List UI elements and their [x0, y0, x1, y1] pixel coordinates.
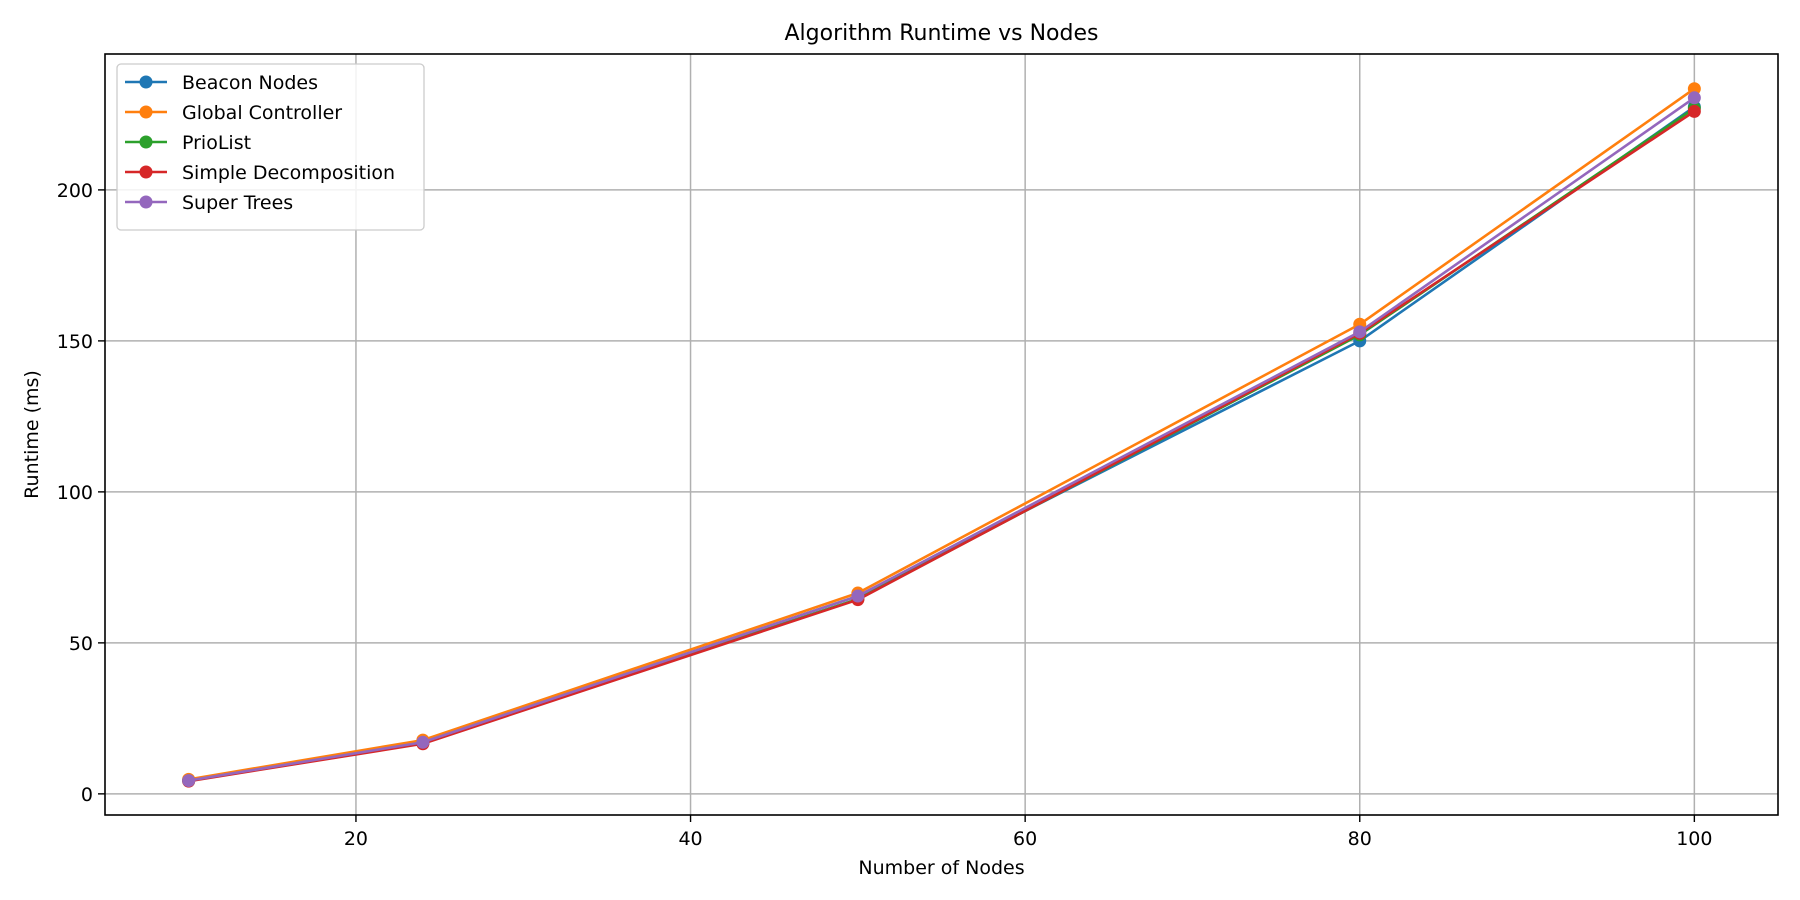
legend-item: PrioList: [125, 132, 251, 154]
chart-title: Algorithm Runtime vs Nodes: [785, 21, 1099, 46]
legend-label: Super Trees: [182, 192, 293, 214]
y-tick-label: 0: [81, 784, 93, 806]
y-axis-label: Runtime (ms): [21, 370, 43, 499]
legend-swatch-marker: [139, 135, 153, 149]
data-point: [182, 774, 196, 788]
data-point: [416, 735, 430, 749]
y-tick-label: 100: [57, 482, 93, 504]
x-tick-label: 40: [678, 828, 702, 850]
grid-layer: [105, 54, 1778, 815]
legend-swatch-marker: [139, 105, 153, 119]
legend: Beacon Nodes Global Controller PrioList Sim…: [116, 63, 425, 231]
legend-label: Simple Decomposition: [182, 162, 395, 184]
x-tick-label: 80: [1348, 828, 1372, 850]
series-layer: [182, 82, 1701, 788]
y-tick-label: 150: [57, 331, 93, 353]
data-point: [1687, 91, 1701, 105]
x-tick-label: 60: [1013, 828, 1037, 850]
tick-layer: 20 40 60 80 100 0 50 100 150 200: [57, 180, 1713, 850]
legend-label: Global Controller: [182, 102, 342, 124]
legend-label: PrioList: [182, 132, 251, 154]
legend-box: [116, 63, 425, 231]
x-tick-label: 20: [344, 828, 368, 850]
axes-frame: [104, 53, 1779, 816]
legend-item: Simple Decomposition: [125, 162, 395, 184]
series-super-trees: [182, 91, 1701, 788]
legend-item: Global Controller: [125, 102, 342, 124]
legend-swatch-marker: [139, 195, 153, 209]
legend-label: Beacon Nodes: [182, 72, 318, 94]
x-axis-label: Number of Nodes: [858, 857, 1024, 879]
data-point: [851, 589, 865, 603]
data-point: [1687, 104, 1701, 118]
legend-item: Super Trees: [125, 192, 293, 214]
legend-item: Beacon Nodes: [125, 72, 318, 94]
legend-swatch-marker: [139, 165, 153, 179]
data-point: [1353, 325, 1367, 339]
x-tick-label: 100: [1676, 828, 1712, 850]
legend-swatch-marker: [139, 75, 153, 89]
y-tick-label: 50: [69, 633, 93, 655]
data-point: [1687, 82, 1701, 96]
y-tick-label: 200: [57, 180, 93, 202]
